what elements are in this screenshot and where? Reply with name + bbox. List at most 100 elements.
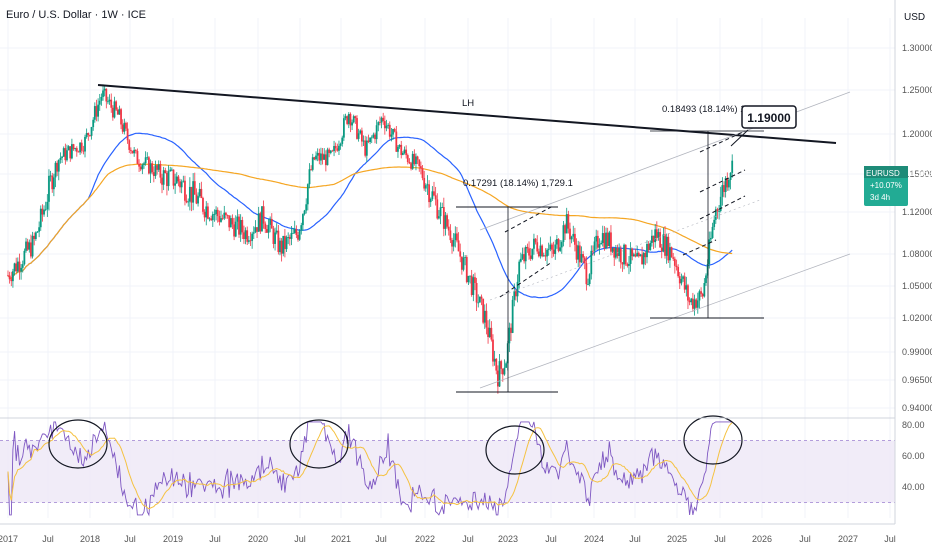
candle-body	[665, 236, 668, 256]
candle-body	[546, 249, 548, 257]
candle-body	[197, 196, 199, 204]
candle-body	[184, 180, 186, 201]
candle-body	[447, 226, 450, 231]
candle-body	[644, 252, 647, 258]
candle-body	[616, 248, 619, 257]
x-tick-label: Jul	[375, 534, 387, 544]
candle-body	[598, 244, 601, 248]
candle-body	[339, 143, 342, 146]
candle-body	[713, 219, 716, 227]
candle-body	[125, 122, 127, 129]
candle-body	[696, 300, 699, 308]
price-badge: EURUSD 1.16213 +10.07% 3d 4h	[864, 166, 932, 206]
candle-body	[208, 218, 211, 220]
candle-body	[347, 113, 350, 124]
candle-body	[272, 228, 275, 244]
candle-body	[146, 157, 149, 159]
candle-body	[636, 252, 639, 257]
candle-body	[344, 116, 347, 119]
candle-body	[419, 166, 422, 169]
candle-body	[436, 199, 439, 219]
candle-body	[226, 215, 229, 216]
candle-body	[647, 243, 650, 251]
candle-body	[203, 211, 206, 218]
candle-body	[213, 214, 216, 215]
candle-body	[223, 212, 226, 219]
candle-body	[675, 265, 678, 268]
candle-body	[293, 229, 296, 233]
candle-body	[267, 224, 270, 233]
candle-body	[85, 133, 88, 137]
candle-body	[151, 163, 154, 173]
candle-body	[667, 236, 670, 261]
candle-body	[210, 218, 213, 221]
candle-body	[31, 235, 34, 257]
x-tick-label: Jul	[209, 534, 221, 544]
candle-body	[575, 244, 578, 260]
candle-body	[490, 327, 493, 340]
candle-body	[700, 291, 702, 294]
y-tick-label: 1.20000	[902, 129, 932, 139]
candle-body	[454, 233, 457, 240]
candle-body	[84, 136, 86, 152]
candle-body	[429, 198, 432, 203]
candle-body	[39, 208, 42, 228]
candle-body	[244, 230, 247, 240]
candle-body	[225, 212, 227, 216]
candle-body	[555, 238, 558, 245]
candle-body	[10, 279, 13, 282]
candle-body	[154, 165, 157, 177]
candle-body	[148, 157, 150, 174]
candle-body	[275, 230, 278, 233]
candle-body	[231, 218, 234, 225]
candle-body	[726, 178, 729, 188]
target-callout[interactable]: 1.19000	[741, 105, 797, 129]
target-arrow	[730, 129, 749, 147]
candle-body	[369, 137, 371, 142]
candle-body	[288, 237, 291, 239]
candle-body	[687, 285, 689, 301]
candle-body	[361, 130, 363, 142]
candle-body	[102, 90, 104, 97]
x-tick-label: 2020	[248, 534, 268, 544]
candle-body	[511, 299, 514, 333]
candle-body	[716, 209, 719, 212]
candle-body	[567, 214, 570, 229]
candle-body	[216, 209, 219, 217]
x-tick-label: 2018	[80, 534, 100, 544]
candle-body	[519, 258, 522, 262]
candle-body	[364, 140, 367, 156]
candle-body	[279, 240, 281, 253]
rsi-tick-label: 40.00	[902, 482, 925, 492]
candle-body	[221, 218, 224, 219]
y-tick-label: 1.02000	[902, 313, 932, 323]
candle-body	[26, 241, 29, 250]
candle-body	[277, 230, 280, 253]
candle-body	[257, 213, 260, 232]
candle-body	[121, 124, 124, 132]
candle-body	[606, 232, 609, 246]
candle-body	[551, 244, 553, 250]
candle-body	[192, 181, 195, 203]
candle-body	[103, 88, 106, 91]
candle-body	[531, 248, 534, 259]
currency-label: USD	[904, 12, 925, 23]
candle-body	[672, 257, 675, 259]
candle-body	[729, 172, 732, 180]
candle-body	[280, 240, 283, 254]
candle-body	[321, 153, 324, 160]
candle-body	[619, 248, 622, 263]
candle-body	[434, 195, 437, 200]
candle-body	[365, 140, 368, 156]
candle-body	[220, 218, 222, 222]
candle-body	[292, 232, 294, 234]
candle-body	[169, 169, 172, 172]
candle-body	[172, 169, 175, 186]
candle-body	[93, 106, 96, 120]
candle-body	[326, 149, 329, 166]
candle-body	[582, 254, 584, 258]
candle-body	[590, 250, 593, 275]
candle-body	[188, 186, 191, 202]
chart-title: Euro / U.S. Dollar · 1W · ICE	[6, 9, 146, 21]
